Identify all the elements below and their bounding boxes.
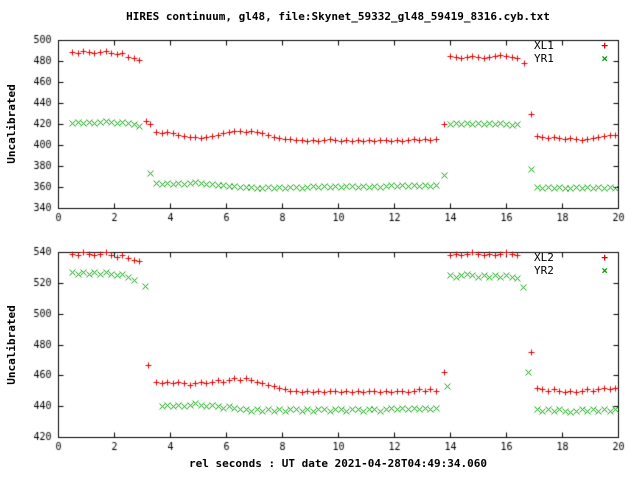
x-axis-label: rel seconds : UT date 2021-04-28T04:49:3… — [188, 457, 487, 470]
legend-entry: XL2 + — [534, 251, 608, 264]
legend-label-yr1: YR1 — [534, 52, 554, 65]
cross-marker-icon: × — [601, 264, 608, 277]
legend-bottom: XL2 + YR2 × — [534, 251, 608, 277]
plus-marker-icon: + — [601, 39, 608, 52]
legend-entry: YR1 × — [534, 52, 608, 65]
cross-marker-icon: × — [601, 52, 608, 65]
legend-entry: XL1 + — [534, 39, 608, 52]
y-axis-label-bottom: Uncalibrated — [5, 305, 18, 385]
legend-label-xl2: XL2 — [534, 251, 554, 264]
chart-title: HIRES continuum, gl48, file:Skynet_59332… — [126, 10, 550, 23]
plus-marker-icon: + — [601, 251, 608, 264]
legend-label-yr2: YR2 — [534, 264, 554, 277]
legend-entry: YR2 × — [534, 264, 608, 277]
y-axis-label-top: Uncalibrated — [5, 84, 18, 164]
legend-label-xl1: XL1 — [534, 39, 554, 52]
legend-top: XL1 + YR1 × — [534, 39, 608, 65]
